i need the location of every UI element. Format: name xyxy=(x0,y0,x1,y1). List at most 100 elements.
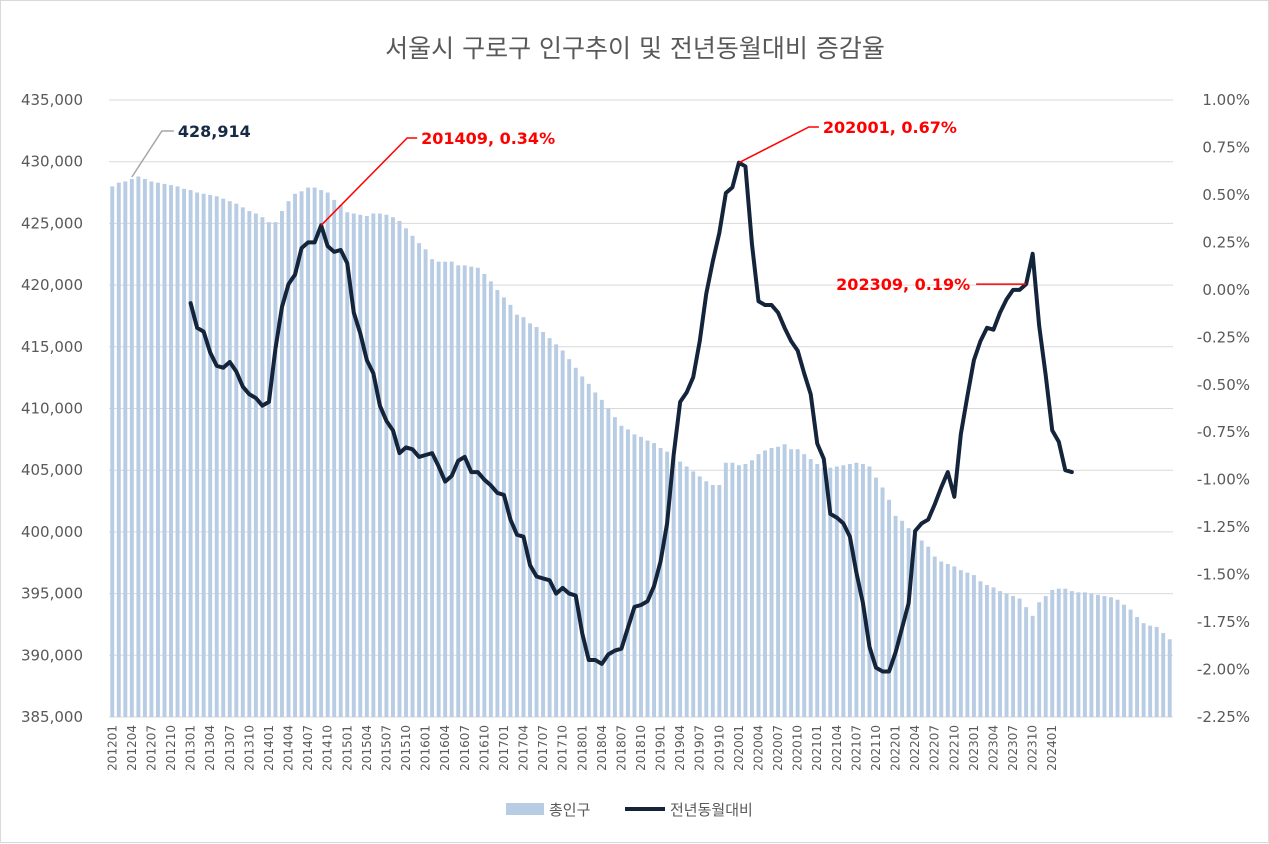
right-tick-label: 0.75% xyxy=(1202,138,1250,156)
left-tick-label: 435,000 xyxy=(21,91,83,109)
population-bar xyxy=(893,515,898,717)
population-bar xyxy=(208,195,213,717)
population-bar xyxy=(932,556,937,717)
population-bar xyxy=(358,214,363,717)
population-bar xyxy=(1069,591,1074,717)
population-bar xyxy=(1095,594,1100,717)
right-axis-labels: -2.25% -2.00% -1.75% -1.50% -1.25% -1.00% -0.7… xyxy=(1197,91,1250,726)
population-bar xyxy=(110,186,115,717)
annotation-leader xyxy=(320,137,418,226)
legend: 총인구 전년동월대비 xyxy=(506,801,753,819)
x-tick-label: 201301 xyxy=(184,725,198,771)
x-tick-label: 201407 xyxy=(301,725,315,771)
population-bar xyxy=(736,465,741,717)
left-tick-label: 405,000 xyxy=(21,461,83,479)
population-bar xyxy=(273,222,278,717)
population-bar xyxy=(247,211,252,717)
annotation-label: 202309, 0.19% xyxy=(836,275,970,294)
population-bar xyxy=(619,425,624,717)
right-tick-label: -1.25% xyxy=(1197,518,1250,536)
population-bar xyxy=(234,203,239,717)
population-bar xyxy=(1082,592,1087,717)
population-bar xyxy=(1109,597,1113,717)
population-bar xyxy=(723,462,728,717)
population-bar xyxy=(847,464,852,717)
population-bar xyxy=(887,499,892,717)
population-bar xyxy=(1122,604,1127,717)
right-tick-label: 0.25% xyxy=(1202,233,1250,251)
population-bar xyxy=(195,192,200,718)
population-bar xyxy=(808,459,813,717)
population-bar xyxy=(789,449,794,717)
left-tick-label: 430,000 xyxy=(21,153,83,171)
population-bar xyxy=(985,584,989,717)
population-bar xyxy=(188,190,193,717)
population-bar xyxy=(554,344,559,717)
population-bar xyxy=(632,434,637,717)
x-tick-label: 201204 xyxy=(125,725,139,771)
x-tick-label: 201201 xyxy=(105,725,119,771)
population-bar xyxy=(658,447,663,717)
right-tick-label: 0.50% xyxy=(1202,186,1250,204)
population-bar xyxy=(965,572,970,717)
population-bar xyxy=(280,211,284,717)
population-bar xyxy=(828,467,833,717)
population-bar xyxy=(123,181,128,718)
population-bar xyxy=(906,528,911,717)
population-bar xyxy=(1148,625,1153,717)
population-bar xyxy=(201,193,206,717)
x-tick-label: 202104 xyxy=(830,725,844,771)
population-bar xyxy=(913,533,918,717)
population-bar xyxy=(182,188,187,717)
x-tick-label: 202110 xyxy=(869,725,883,771)
population-bar xyxy=(769,447,774,717)
population-bar xyxy=(325,192,330,718)
annotation-leader xyxy=(131,130,174,178)
population-bar xyxy=(449,261,454,717)
x-tick-label: 202307 xyxy=(1006,725,1020,771)
left-tick-label: 420,000 xyxy=(21,276,83,294)
population-bar xyxy=(475,267,480,717)
left-tick-label: 410,000 xyxy=(21,400,83,418)
population-bar xyxy=(1076,592,1081,717)
population-bar xyxy=(1167,639,1172,717)
population-bar xyxy=(482,273,487,717)
population-bar xyxy=(645,440,650,717)
population-bar xyxy=(606,408,611,717)
legend-yoy-label: 전년동월대비 xyxy=(670,801,753,819)
right-tick-label: -1.00% xyxy=(1197,471,1250,489)
x-tick-label: 201507 xyxy=(379,725,393,771)
right-tick-label: -1.50% xyxy=(1197,566,1250,584)
population-bar xyxy=(821,467,826,717)
x-tick-label: 202004 xyxy=(751,725,765,771)
x-tick-label: 201707 xyxy=(536,725,550,771)
population-bar xyxy=(665,451,670,717)
population-bar xyxy=(1115,599,1120,717)
population-bar xyxy=(991,587,996,717)
population-bar xyxy=(1089,593,1094,717)
population-bar xyxy=(567,359,572,717)
population-bar xyxy=(142,178,147,717)
population-bar xyxy=(834,466,839,717)
left-tick-label: 395,000 xyxy=(21,585,83,603)
annotations: 428,914 201409, 0.34% 202001, 0.67% 202309,… xyxy=(131,118,1027,294)
population-bar xyxy=(260,217,265,718)
x-tick-label: 202304 xyxy=(986,725,1000,771)
population-bar xyxy=(371,213,376,717)
population-bar xyxy=(430,259,435,717)
x-tick-label: 201501 xyxy=(340,725,354,771)
population-bars xyxy=(110,176,1172,718)
x-tick-label: 202210 xyxy=(947,725,961,771)
population-bar xyxy=(345,212,350,717)
population-bar xyxy=(547,338,552,717)
x-tick-label: 201504 xyxy=(360,725,374,771)
x-tick-label: 201210 xyxy=(164,725,178,771)
right-tick-label: -2.25% xyxy=(1197,708,1250,726)
population-bar xyxy=(1043,596,1048,717)
population-bar xyxy=(678,461,683,717)
population-bar xyxy=(351,213,356,717)
legend-bar-swatch xyxy=(506,803,544,815)
x-tick-label: 201710 xyxy=(556,725,570,771)
population-bar xyxy=(136,176,141,717)
